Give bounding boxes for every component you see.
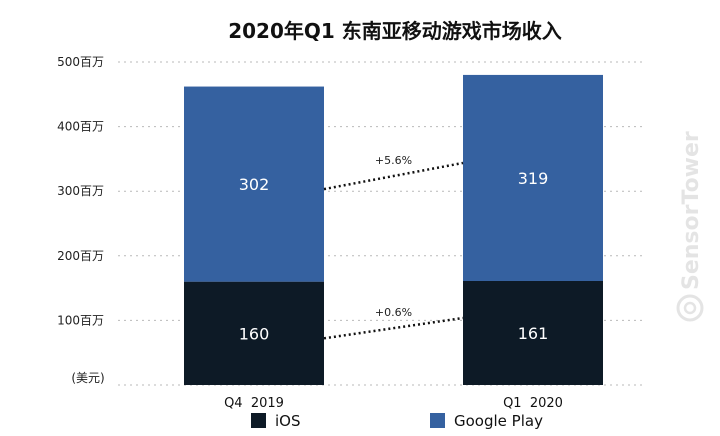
- bar-value-label: 161: [518, 324, 549, 343]
- y-axis-ticks: 500百万 400百万 300百万 200百万 100百万: [57, 55, 104, 327]
- bar-ios: [184, 281, 324, 385]
- y-axis-unit-label: (美元): [71, 371, 104, 385]
- legend-swatch: [251, 413, 266, 428]
- y-tick-label: 300百万: [57, 184, 104, 198]
- watermark-logo-icon: [676, 294, 704, 322]
- bar-value-label: 319: [518, 169, 549, 188]
- growth-label: +0.6%: [375, 306, 412, 319]
- chart-title: 2020年Q1 东南亚移动游戏市场收入: [228, 19, 562, 43]
- bar-value-label: 160: [239, 324, 270, 343]
- growth-connector-line: [323, 316, 464, 340]
- legend-swatch: [430, 413, 445, 428]
- bar-google-play: [184, 86, 324, 282]
- x-tick-label: Q1 2020: [503, 396, 563, 411]
- watermark-text: SensorTower: [679, 131, 704, 290]
- y-tick-label: 200百万: [57, 249, 104, 263]
- y-tick-label: 100百万: [57, 313, 104, 327]
- bars: 160 302 161 319: [184, 74, 603, 385]
- bar-value-label: 302: [239, 175, 270, 194]
- bar-google-play: [463, 74, 603, 281]
- legend-label: Google Play: [454, 412, 543, 430]
- growth-label: +5.6%: [375, 154, 412, 167]
- legend-label: iOS: [275, 412, 301, 430]
- y-tick-label: 500百万: [57, 55, 104, 69]
- legend: iOS Google Play: [251, 412, 543, 430]
- growth-connector-line: [323, 161, 464, 191]
- x-tick-label: Q4 2019: [224, 396, 284, 411]
- y-tick-label: 400百万: [57, 120, 104, 134]
- bar-ios: [463, 280, 603, 385]
- growth-connectors: +0.6% +5.6%: [323, 154, 464, 340]
- sensortower-watermark: SensorTower: [676, 131, 704, 322]
- x-axis-ticks: Q4 2019 Q1 2020: [224, 396, 563, 411]
- watermark-logo-inner: [683, 301, 697, 315]
